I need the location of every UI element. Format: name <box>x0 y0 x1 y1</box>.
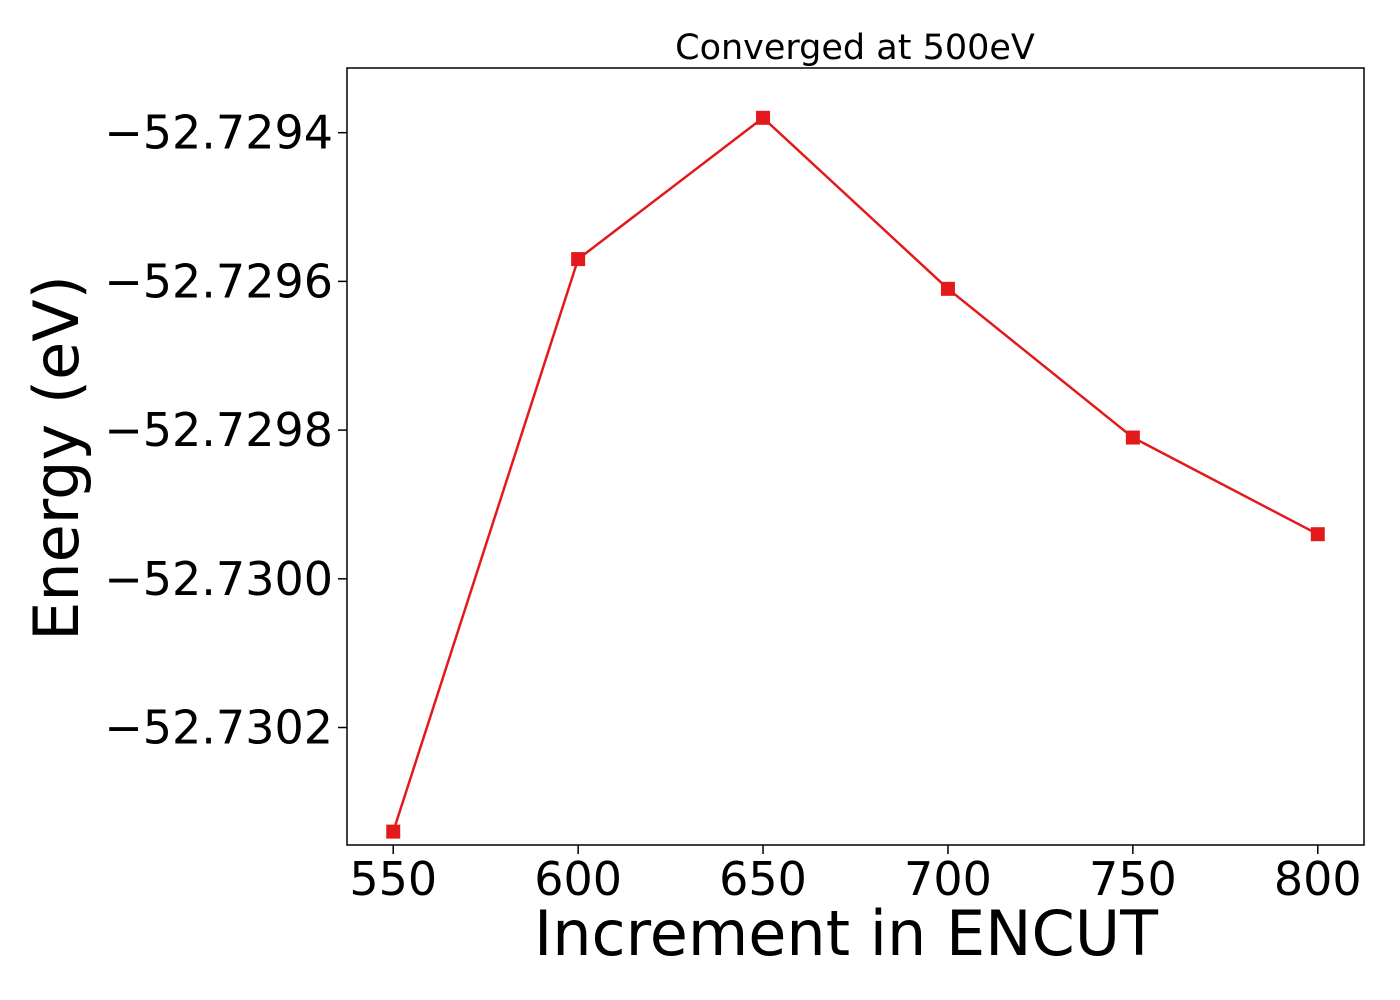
data-point <box>386 824 401 839</box>
series-layer <box>386 110 1325 839</box>
y-tick-label: −52.7302 <box>104 701 333 755</box>
plot-area <box>346 67 1365 846</box>
data-point <box>756 110 771 125</box>
series-line <box>392 116 1319 833</box>
x-tick-label: 550 <box>349 852 437 906</box>
x-axis: 550 600 650 700 750 800 <box>349 845 1362 906</box>
y-tick-label: −52.7298 <box>104 403 333 457</box>
x-axis-label: Increment in ENCUT <box>534 897 1159 970</box>
x-tick-label: 600 <box>534 852 622 906</box>
data-point <box>571 252 586 267</box>
y-axis: −52.7294 −52.7296 −52.7298 −52.7300 −52.7302 <box>104 106 347 755</box>
x-tick-label: 750 <box>1089 852 1177 906</box>
x-tick-label: 800 <box>1274 852 1362 906</box>
x-tick-label: 650 <box>719 852 807 906</box>
data-point <box>1310 527 1325 542</box>
chart-title: Converged at 500eV <box>675 28 1035 68</box>
y-axis-label: Energy (eV) <box>20 275 93 641</box>
data-point <box>1125 430 1140 445</box>
y-tick-label: −52.7300 <box>104 552 333 606</box>
data-point <box>940 281 955 296</box>
plot-frame <box>346 67 1365 846</box>
x-tick-label: 700 <box>904 852 992 906</box>
y-tick-label: −52.7296 <box>104 254 333 308</box>
y-tick-label: −52.7294 <box>104 106 333 160</box>
